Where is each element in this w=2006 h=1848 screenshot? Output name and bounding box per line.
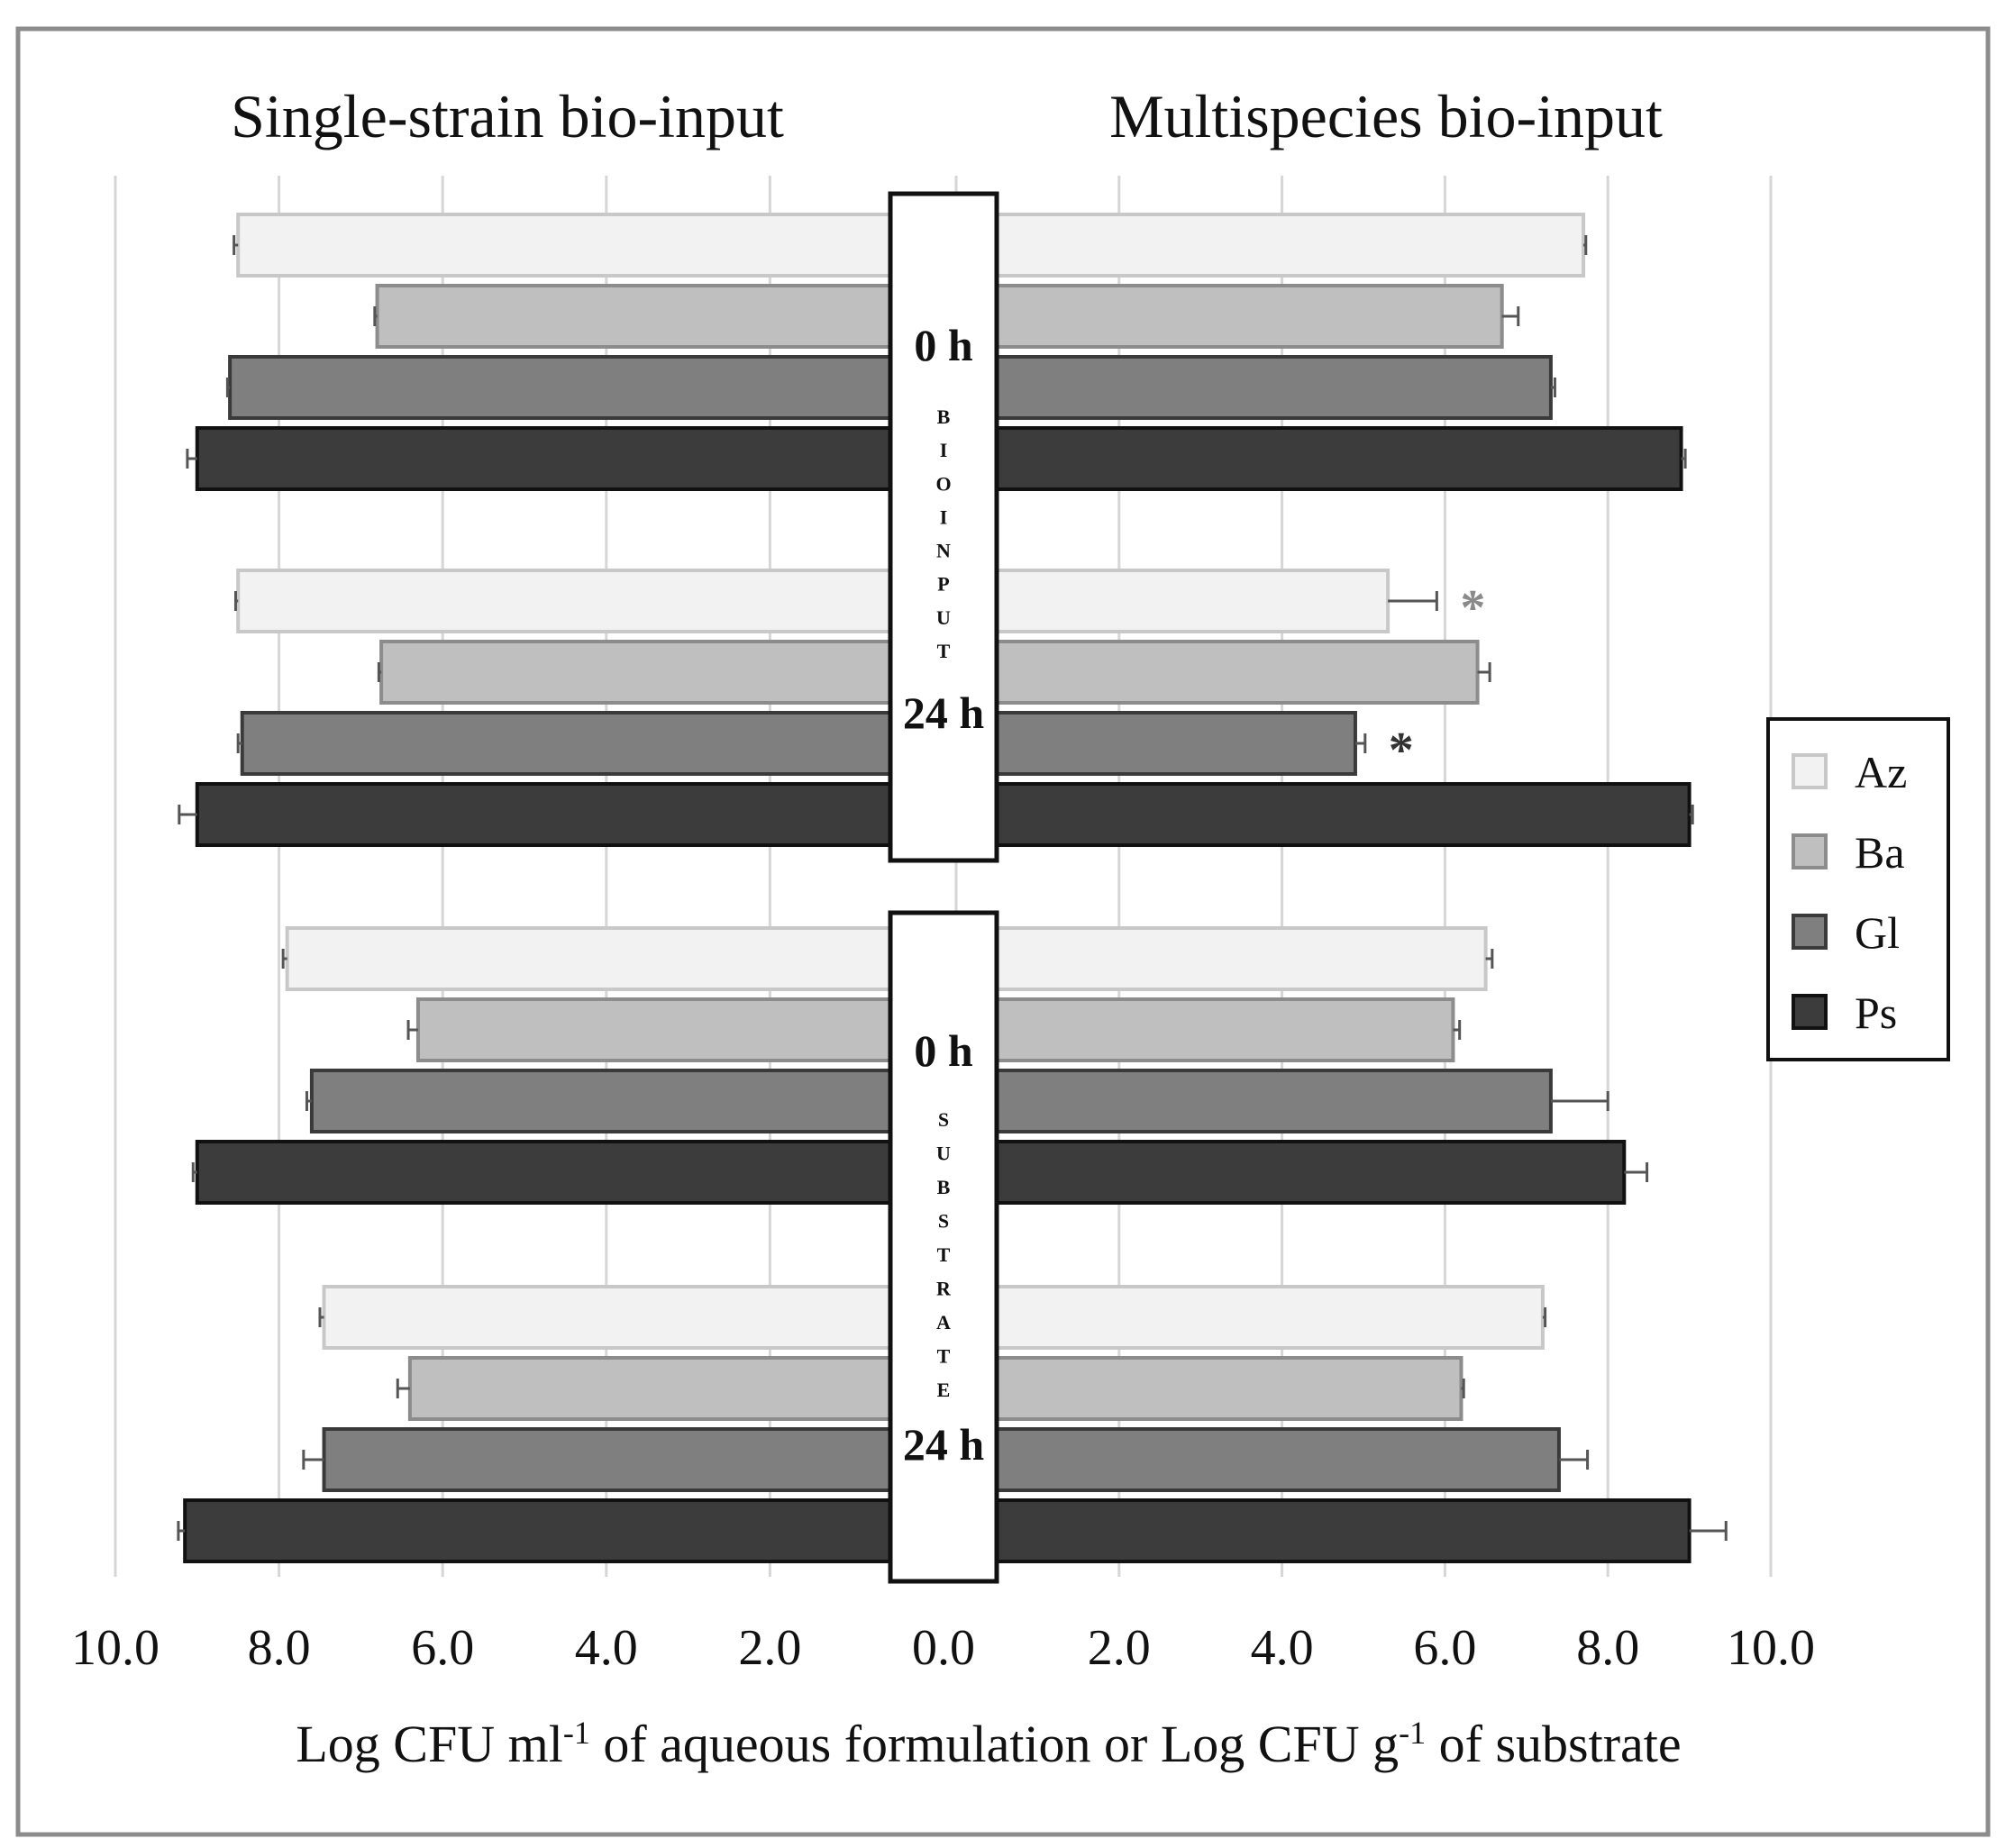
section-letter: T (937, 1345, 951, 1368)
bar-right-ps (927, 426, 1683, 491)
bar-left-gl (240, 711, 962, 776)
tick-label-center: 0.0 (912, 1620, 975, 1676)
bar-left-ps (195, 426, 963, 491)
bar-left-ba (379, 640, 963, 705)
bar-left-ba (415, 997, 962, 1062)
bar-left-gl (322, 1427, 963, 1492)
significance-marker: * (1460, 580, 1485, 636)
time-label-24h: 24 h (903, 687, 985, 738)
section-letter: S (938, 1108, 949, 1131)
bar-left-ba (375, 284, 962, 349)
legend-swatch-ps (1792, 994, 1828, 1030)
bar-right-ps (927, 782, 1691, 847)
bar-left-ps (195, 782, 963, 847)
bars-layer: ** (177, 213, 1728, 1563)
bar-right-ba (927, 640, 1480, 705)
right-panel-title: Multispecies bio-input (1109, 82, 1663, 150)
tick-label-right: 2.0 (1088, 1620, 1151, 1676)
legend-label-ps: Ps (1855, 988, 1897, 1038)
legend-swatch-ba (1792, 833, 1828, 869)
bar-right-az (927, 213, 1586, 278)
section-letter: N (936, 540, 951, 562)
tick-label-left: 4.0 (575, 1620, 638, 1676)
time-label-0h: 0 h (914, 1025, 973, 1076)
tick-label-left: 2.0 (738, 1620, 801, 1676)
bar-right-ps (927, 1498, 1691, 1563)
section-letter: O (935, 472, 951, 495)
section-letter: P (937, 573, 949, 596)
section-letter: B (937, 1176, 951, 1198)
bar-right-ba (927, 997, 1455, 1062)
bar-right-ba (927, 284, 1504, 349)
bar-left-az (285, 926, 962, 991)
legend-swatch-az (1792, 753, 1828, 789)
tick-label-right: 10.0 (1727, 1620, 1815, 1676)
bar-left-ps (195, 1140, 963, 1205)
bar-right-az (927, 1285, 1545, 1350)
section-letter: B (937, 405, 951, 428)
time-label-0h: 0 h (914, 320, 973, 370)
bar-left-az (322, 1285, 963, 1350)
bar-right-gl (927, 1069, 1553, 1133)
x-axis-label: Log CFU ml-1 of aqueous formulation or L… (296, 1715, 1681, 1773)
legend: Az Ba Gl Ps (1766, 717, 1950, 1061)
bar-right-ba (927, 1356, 1463, 1421)
tick-label-right: 4.0 (1251, 1620, 1314, 1676)
tick-label-left: 10.0 (71, 1620, 160, 1676)
section-letter: I (940, 439, 948, 461)
legend-label-gl: Gl (1855, 907, 1900, 958)
legend-swatch-gl (1792, 914, 1828, 950)
tick-label-right: 8.0 (1576, 1620, 1639, 1676)
tick-label-left: 6.0 (411, 1620, 474, 1676)
section-letter: T (937, 640, 951, 662)
section-letter: U (936, 606, 951, 629)
bar-right-gl (927, 1427, 1561, 1492)
section-letter: E (937, 1379, 951, 1401)
legend-label-az: Az (1855, 747, 1907, 797)
tick-label-right: 6.0 (1413, 1620, 1476, 1676)
bar-left-gl (309, 1069, 963, 1133)
section-letter: A (936, 1311, 951, 1334)
bar-left-gl (228, 355, 962, 420)
section-letter: R (936, 1278, 952, 1300)
section-label-box (888, 910, 999, 1584)
tick-label-left: 8.0 (248, 1620, 311, 1676)
bar-right-az (927, 569, 1391, 633)
bar-left-ba (407, 1356, 962, 1421)
bar-right-az (927, 926, 1488, 991)
section-letter: U (936, 1142, 951, 1165)
time-label-24h: 24 h (903, 1419, 985, 1470)
section-label-box (888, 191, 999, 863)
significance-marker: * (1389, 723, 1414, 778)
bar-left-ps (183, 1498, 962, 1563)
bar-right-gl (927, 355, 1553, 420)
bar-left-az (236, 213, 962, 278)
section-letter: I (940, 505, 948, 528)
legend-label-ba: Ba (1855, 827, 1905, 878)
section-letter: T (937, 1243, 951, 1266)
bar-right-gl (927, 711, 1357, 776)
left-panel-title: Single-strain bio-input (231, 82, 784, 150)
section-letter: S (938, 1210, 949, 1233)
bar-right-ps (927, 1140, 1627, 1205)
bar-left-az (236, 569, 962, 633)
